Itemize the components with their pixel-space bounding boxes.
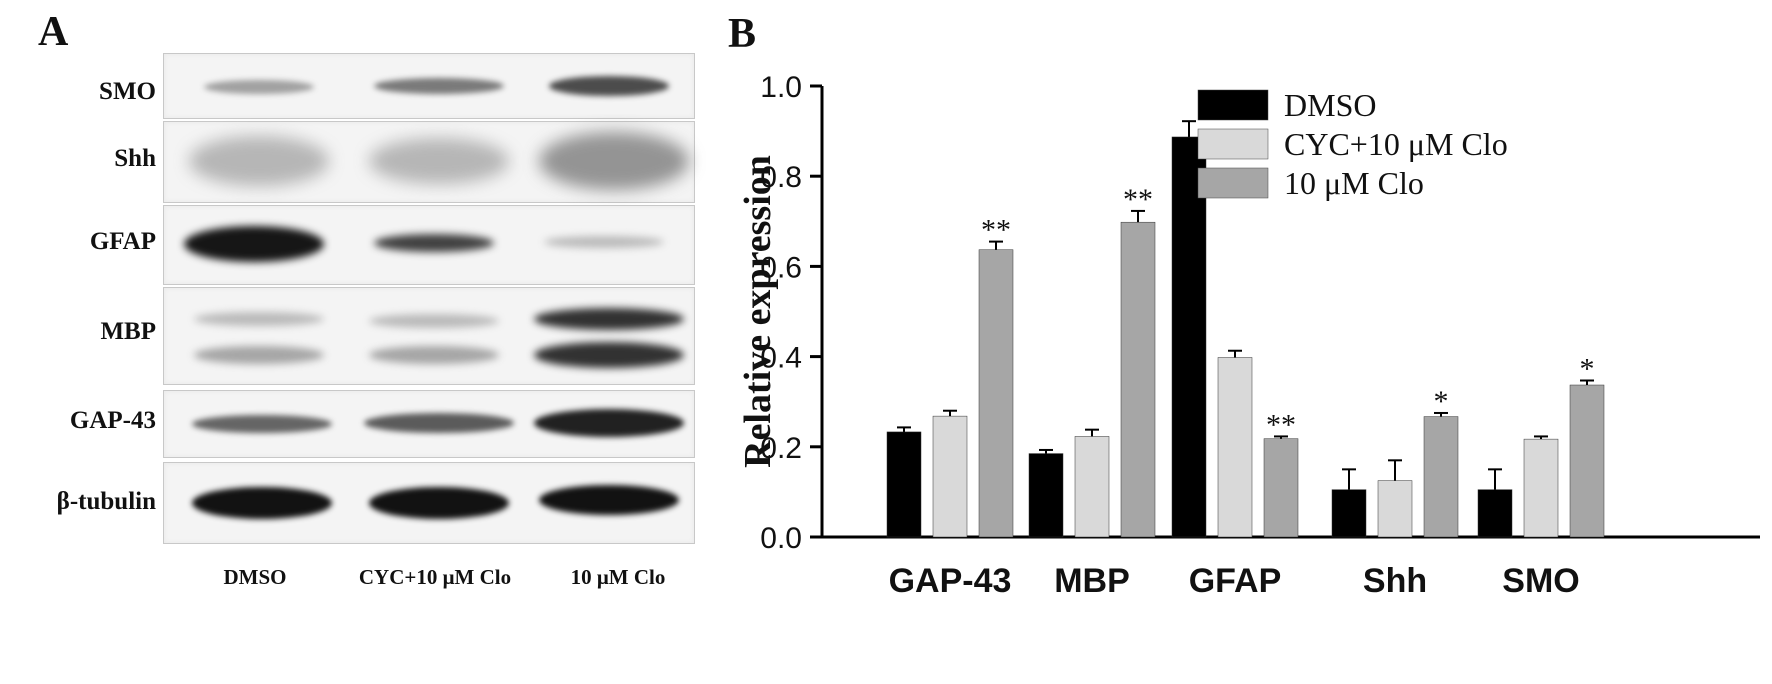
lane-label-cyc-clo: CYC+10 μM Clo: [358, 565, 512, 589]
significance-mark: *: [1580, 353, 1595, 386]
bar-chart-panel: B 0.0 0.2 0.4 0.6 0.8 1.0 Relative expression *…: [720, 0, 1772, 684]
bar: [1028, 453, 1064, 538]
panel-label-b: B: [728, 11, 757, 57]
y-axis-label: Relative expression: [737, 155, 779, 468]
y-tick-label: 1.0: [760, 71, 802, 104]
lane-label-clo: 10 μM Clo: [570, 565, 666, 589]
y-tick-label: 0.8: [760, 161, 802, 194]
bar: [1331, 489, 1367, 538]
blot-label-shh: Shh: [114, 145, 156, 172]
bar: [1263, 438, 1299, 538]
bar: [1477, 489, 1513, 538]
blot-label-btubulin: β-tubulin: [56, 488, 156, 515]
blot-strip-gap43: [163, 390, 695, 458]
x-tick-label: Shh: [1363, 562, 1427, 600]
bar: [1569, 384, 1605, 538]
y-tick-label: 0.0: [760, 522, 802, 555]
blot-label-mbp: MBP: [100, 318, 156, 345]
blot-strip-mbp: [163, 287, 695, 385]
bar: [932, 415, 968, 538]
legend-swatch: [1197, 89, 1269, 121]
bar: [1074, 436, 1110, 538]
blot-strip-gfap: [163, 205, 695, 285]
y-tick-label: 0.2: [760, 432, 802, 465]
legend-label: DMSO: [1284, 87, 1376, 123]
bar: [1120, 221, 1156, 538]
legend-label: 10 μM Clo: [1284, 165, 1424, 201]
lane-label-dmso: DMSO: [223, 565, 287, 589]
bar: [1423, 416, 1459, 538]
x-tick-label: GFAP: [1189, 562, 1282, 600]
blot-strip-shh: [163, 121, 695, 203]
legend-swatch: [1197, 167, 1269, 199]
bar: [886, 431, 922, 538]
blot-strip-smo: [163, 53, 695, 119]
bar: [1217, 357, 1253, 538]
x-tick-label: SMO: [1502, 562, 1579, 600]
panel-label-a: A: [38, 9, 69, 55]
y-tick-label: 0.4: [760, 342, 802, 375]
significance-mark: **: [1123, 183, 1153, 216]
significance-mark: *: [1434, 385, 1449, 418]
bar: [1377, 480, 1413, 538]
legend-swatch: [1197, 128, 1269, 160]
blot-label-smo: SMO: [99, 78, 156, 105]
x-tick-label: MBP: [1054, 562, 1130, 600]
x-tick-label: GAP-43: [889, 562, 1012, 600]
bar: [1523, 438, 1559, 538]
blot-strip-btubulin: [163, 462, 695, 544]
blot-label-gap43: GAP-43: [69, 407, 156, 434]
significance-mark: **: [1266, 408, 1296, 441]
blot-label-gfap: GFAP: [89, 228, 156, 255]
y-tick-label: 0.6: [760, 251, 802, 284]
legend-label: CYC+10 μM Clo: [1284, 126, 1508, 162]
significance-mark: **: [981, 214, 1011, 247]
western-blot-panel: A SMO Shh GFAP MBP GAP-43 β-tubulin D: [0, 0, 720, 684]
bar: [978, 249, 1014, 538]
